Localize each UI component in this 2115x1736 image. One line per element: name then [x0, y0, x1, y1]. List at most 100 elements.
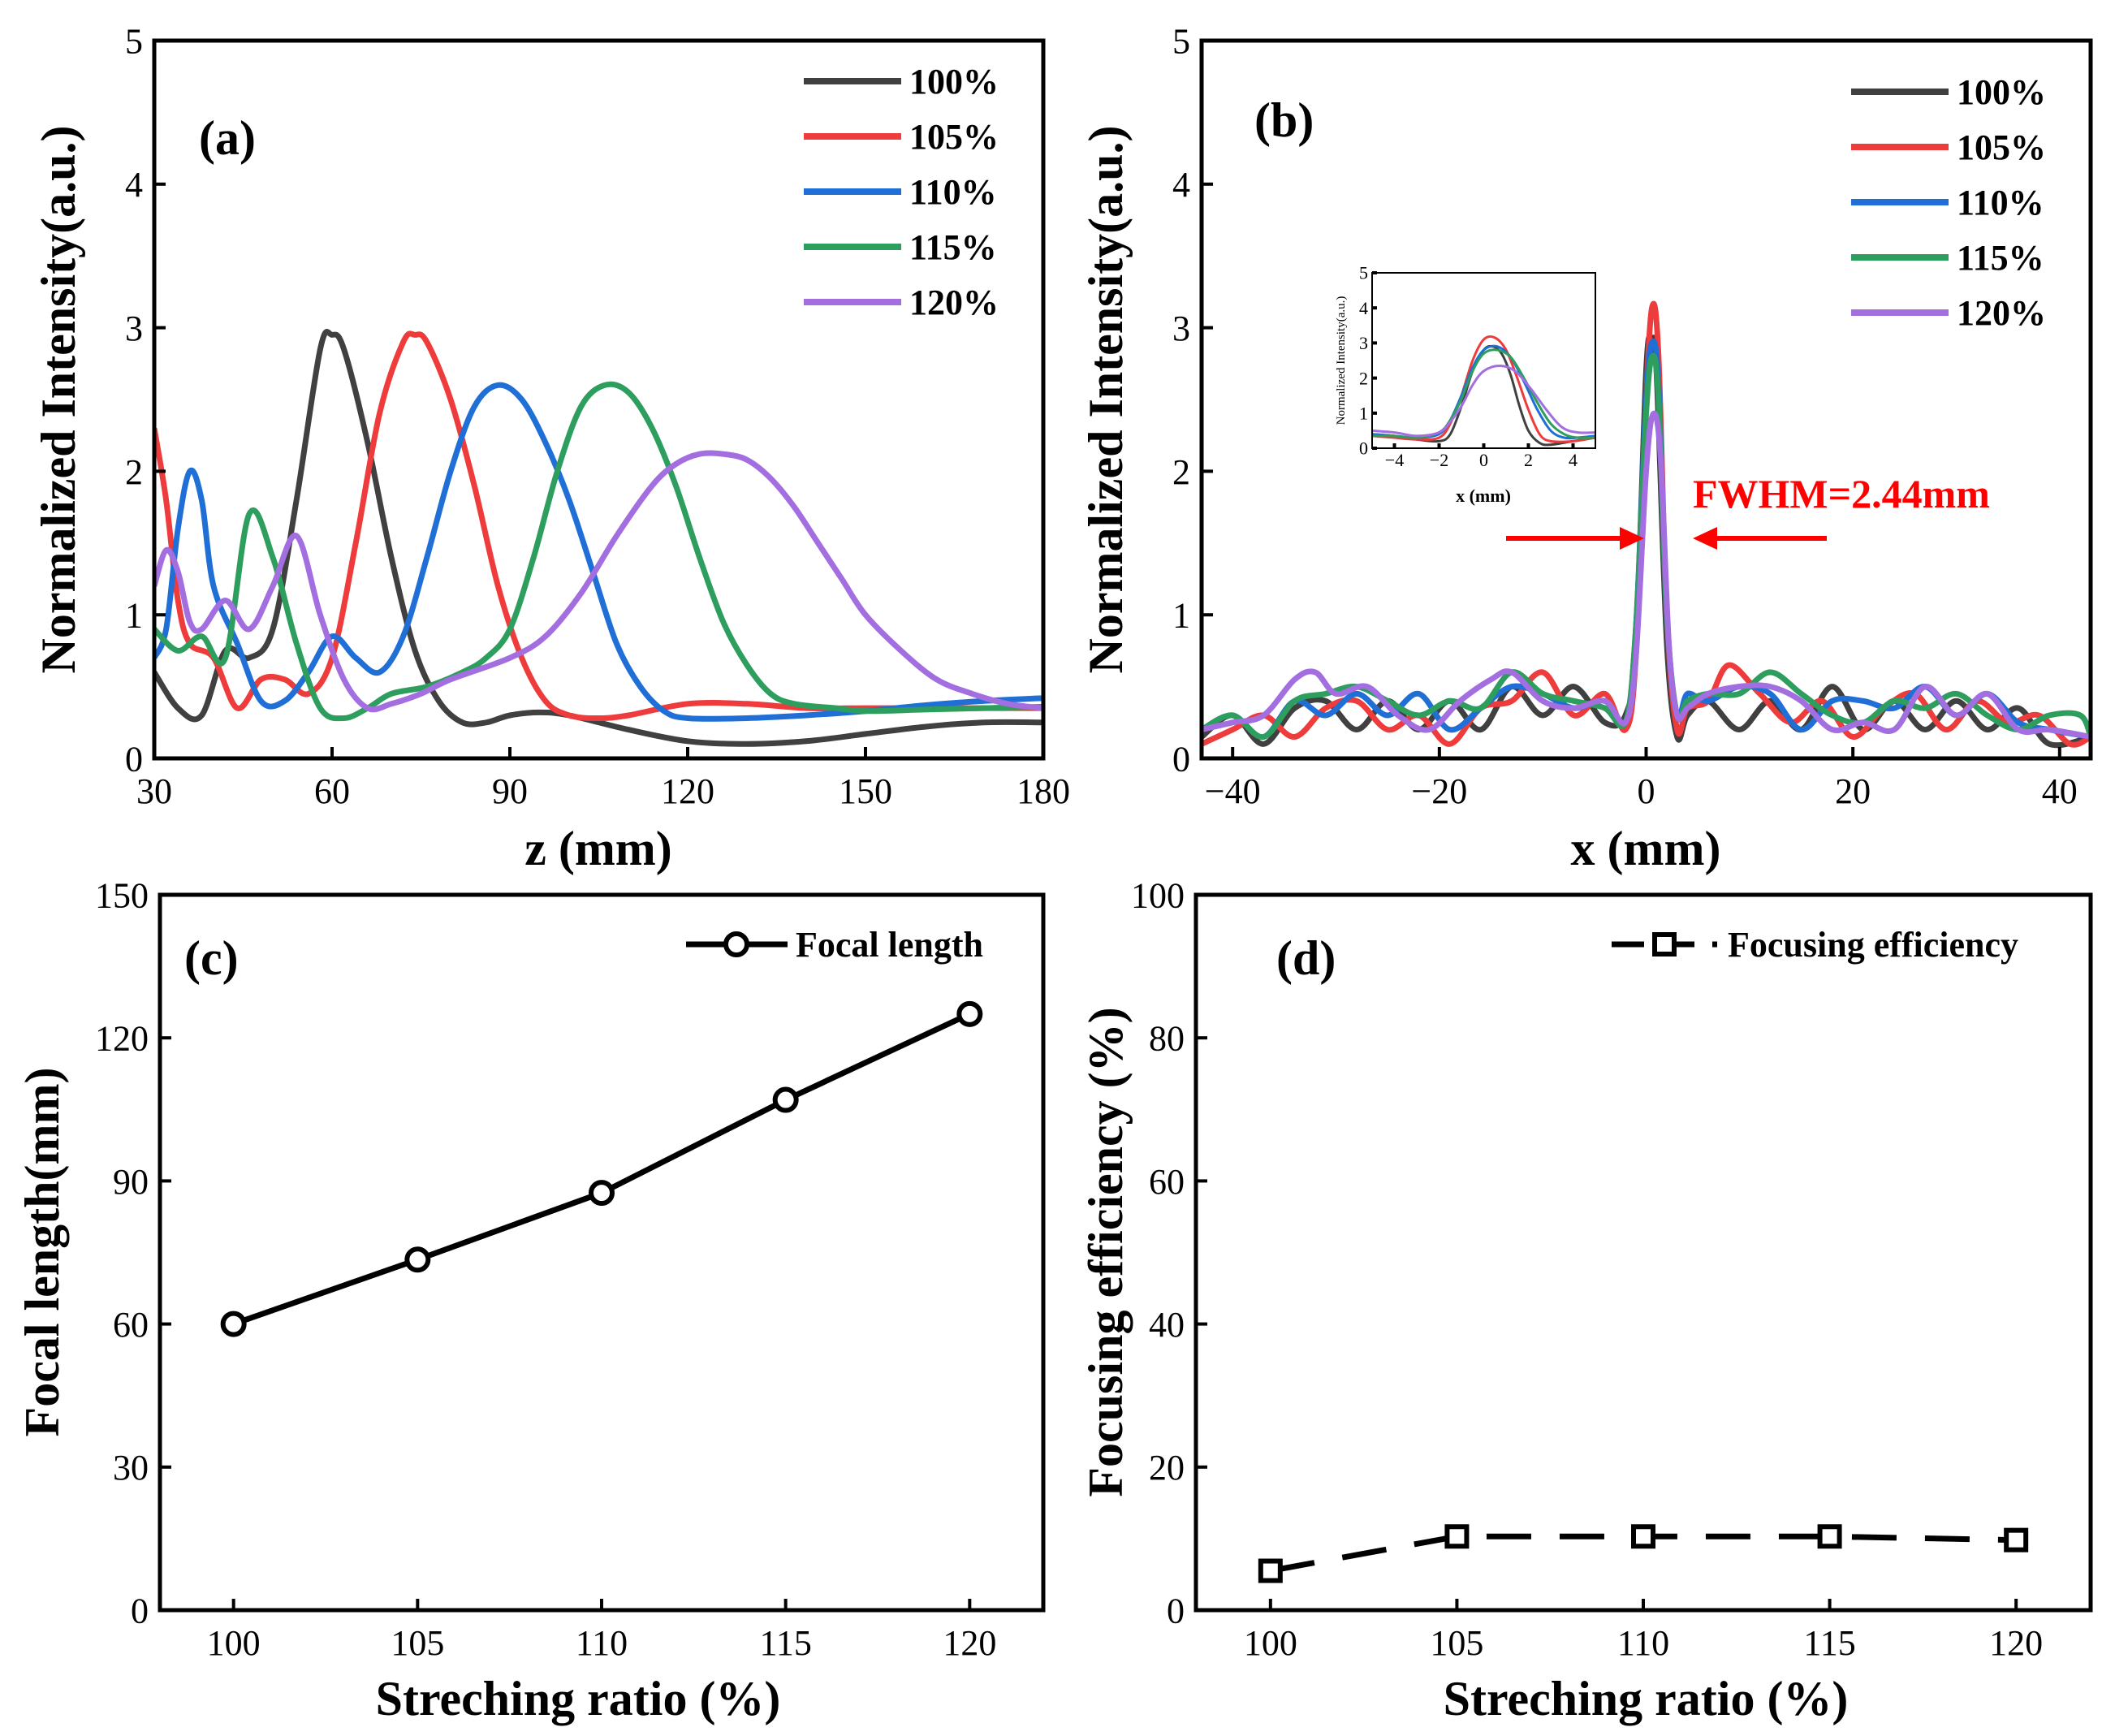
panel-a-label: (a)	[199, 111, 256, 165]
b-xtick-label: 20	[1835, 771, 1871, 811]
c-xtick-label: 115	[759, 1623, 811, 1663]
a-series-115pct	[154, 381, 1043, 722]
inset-xlabel: x (mm)	[1456, 486, 1511, 506]
fwhm-arrow-left-head	[1620, 527, 1644, 550]
d-xtick-label: 120	[1989, 1623, 2043, 1663]
d-ytick-label: 60	[1149, 1162, 1185, 1202]
inset-ytick-label: 0	[1359, 438, 1368, 459]
inset-ytick-label: 3	[1359, 333, 1368, 353]
c-ytick-label: 30	[113, 1448, 149, 1488]
c-xtick-label: 110	[576, 1623, 628, 1663]
d-xtick-label: 110	[1617, 1623, 1669, 1663]
c-ytick-label: 60	[113, 1305, 149, 1345]
b-ytick-label: 3	[1172, 309, 1190, 348]
panel-d-frame	[1193, 892, 2093, 1613]
c-xtick-label: 100	[207, 1623, 261, 1663]
panel-c-axes: 100 105 110 115 120 0 30 60 90 120 150	[95, 875, 996, 1663]
inset-xtick-label: 4	[1569, 450, 1578, 470]
c-xtick-label: 120	[943, 1623, 996, 1663]
panel-c-xlabel: Streching ratio (%)	[376, 1672, 781, 1725]
d-ytick-label: 40	[1149, 1305, 1185, 1345]
c-ytick-label: 120	[95, 1019, 149, 1059]
panel-d-label: (d)	[1276, 931, 1336, 985]
panel-d-plot-area	[1258, 1524, 2029, 1583]
b-legend-label: 120%	[1957, 293, 2046, 333]
panel-c-legend: Focal length	[686, 925, 983, 965]
a-ytick-label: 4	[125, 165, 143, 205]
a-ytick-label: 5	[125, 21, 143, 61]
c-data-point	[589, 1180, 615, 1207]
a-ytick-label: 2	[125, 452, 143, 492]
panel-a-plot-area	[154, 329, 1043, 747]
c-series-line	[232, 1011, 971, 1327]
a-legend-label: 105%	[909, 117, 999, 157]
c-data-point	[956, 1000, 983, 1027]
d-xtick-label: 100	[1244, 1623, 1297, 1663]
a-xtick-label: 30	[136, 771, 172, 811]
a-series-110pct	[154, 382, 1043, 722]
panel-b-plot-area	[1202, 300, 2091, 749]
d-ytick-label: 100	[1131, 875, 1185, 915]
a-ytick-label: 1	[125, 596, 143, 636]
c-ytick-label: 90	[113, 1162, 149, 1202]
b-legend-label: 110%	[1957, 183, 2044, 222]
d-data-point	[1444, 1524, 1470, 1549]
panel-c: 100 105 110 115 120 0 30 60 90 120 150 (c) Strechi…	[15, 875, 1046, 1725]
panel-d-axes: 100 105 110 115 120 0 20 40 60 80 100	[1131, 875, 2043, 1663]
inset-axes: −4 −2 0 2 4 0 1 2 3 4 5	[1359, 263, 1578, 470]
c-legend-label: Focal length	[796, 925, 983, 965]
inset-background	[1336, 273, 1595, 448]
a-ytick-label: 0	[125, 739, 143, 779]
a-ytick-label: 3	[125, 309, 143, 348]
panel-a-ylabel: Normalized Intensity(a.u.)	[32, 126, 85, 674]
b-series-110pct	[1202, 338, 2091, 741]
inset-series-120pct	[1372, 365, 1595, 438]
a-xtick-label: 60	[314, 771, 350, 811]
panel-b-ylabel: Normalized Intensity(a.u.)	[1079, 126, 1133, 674]
panel-a-xlabel: z (mm)	[524, 822, 672, 875]
b-ytick-label: 5	[1172, 21, 1190, 61]
a-xtick-label: 120	[661, 771, 714, 811]
c-data-point	[220, 1311, 247, 1337]
inset-xtick-label: −4	[1385, 450, 1404, 470]
b-series-120pct	[1202, 410, 2091, 740]
d-ytick-label: 80	[1149, 1019, 1185, 1059]
c-data-point	[772, 1086, 799, 1113]
d-data-point	[1817, 1524, 1842, 1549]
c-data-point	[404, 1246, 431, 1273]
panel-d-legend: Focusing efficiency	[1612, 925, 2018, 965]
a-legend-label: 120%	[909, 283, 999, 322]
d-ytick-label: 20	[1149, 1448, 1185, 1488]
a-series-105pct	[154, 330, 1043, 721]
d-legend-label: Focusing efficiency	[1728, 925, 2018, 965]
b-xtick-label: 40	[2042, 771, 2078, 811]
a-series-100pct	[154, 329, 1043, 747]
inset-plot-area	[1372, 335, 1595, 447]
b-ytick-label: 0	[1172, 739, 1190, 779]
b-legend-label: 115%	[1957, 238, 2044, 278]
panel-c-frame	[158, 892, 1046, 1613]
panel-b-xlabel: x (mm)	[1571, 822, 1721, 875]
a-legend-label: 115%	[909, 227, 997, 267]
b-legend-label: 105%	[1957, 127, 2046, 167]
d-data-point	[2004, 1527, 2029, 1552]
inset-ytick-label: 5	[1359, 263, 1368, 283]
a-xtick-label: 150	[839, 771, 892, 811]
fwhm-arrows	[1506, 527, 1827, 550]
fwhm-annotation: FWHM=2.44mm	[1693, 471, 1990, 516]
panel-c-ylabel: Focal length(mm)	[15, 1068, 69, 1437]
b-xtick-label: −40	[1205, 771, 1261, 811]
panel-a-legend: 100% 105% 110% 115% 120%	[804, 62, 999, 322]
b-series-115pct	[1202, 352, 2091, 741]
panel-d-ylabel: Focusing efficiency (%)	[1079, 1007, 1133, 1496]
c-ytick-label: 150	[95, 875, 149, 915]
c-legend-marker	[723, 931, 749, 957]
d-ytick-label: 0	[1167, 1591, 1185, 1630]
inset-xtick-label: 2	[1524, 450, 1533, 470]
b-legend-label: 100%	[1957, 72, 2046, 112]
inset-xtick-label: −2	[1430, 450, 1448, 470]
d-legend-marker	[1652, 932, 1677, 957]
